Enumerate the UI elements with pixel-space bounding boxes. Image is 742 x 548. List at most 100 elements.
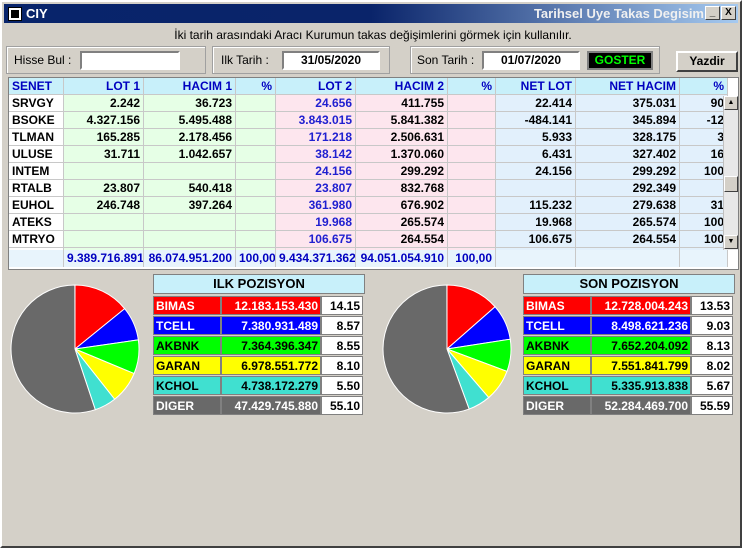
cell-pct1[interactable] <box>236 163 276 180</box>
table-row[interactable]: SRVGY 2.242 36.723 24.656 411.755 22.414 375.0… <box>9 95 728 112</box>
cell-senet[interactable]: ULUSE <box>9 146 64 163</box>
header-lot2[interactable]: LOT 2 <box>276 78 356 95</box>
son-tarih-input[interactable]: 01/07/2020 <box>482 51 580 70</box>
cell-net-hacim[interactable]: 279.638 <box>576 197 680 214</box>
title-bar[interactable]: CIY Tarihsel Uye Takas Degisim _ X <box>4 4 738 23</box>
cell-hacim1[interactable]: 397.264 <box>144 197 236 214</box>
header-lot1[interactable]: LOT 1 <box>64 78 144 95</box>
cell-net-lot[interactable]: 22.414 <box>496 95 576 112</box>
cell-lot2[interactable]: 361.980 <box>276 197 356 214</box>
cell-lot2[interactable]: 23.807 <box>276 180 356 197</box>
yazdir-button[interactable]: Yazdir <box>676 51 738 72</box>
cell-lot1[interactable] <box>64 231 144 248</box>
takas-grid[interactable]: SENET LOT 1 HACIM 1 % LOT 2 HACIM 2 % NE… <box>8 77 739 270</box>
scroll-down-icon[interactable]: ▼ <box>724 235 738 249</box>
cell-net-pct[interactable] <box>680 180 728 197</box>
cell-lot1[interactable]: 23.807 <box>64 180 144 197</box>
cell-hacim1[interactable] <box>144 231 236 248</box>
header-hacim2[interactable]: HACIM 2 <box>356 78 448 95</box>
cell-net-pct[interactable]: 16 <box>680 146 728 163</box>
table-row[interactable]: TLMAN 165.285 2.178.456 171.218 2.506.631 5.9… <box>9 129 728 146</box>
cell-net-lot[interactable]: 24.156 <box>496 163 576 180</box>
cell-lot1[interactable] <box>64 163 144 180</box>
header-pct2[interactable]: % <box>448 78 496 95</box>
cell-senet[interactable]: RTALB <box>9 180 64 197</box>
cell-net-pct[interactable]: 31 <box>680 197 728 214</box>
cell-pct1[interactable] <box>236 231 276 248</box>
cell-net-lot[interactable]: 106.675 <box>496 231 576 248</box>
cell-hacim2[interactable]: 5.841.382 <box>356 112 448 129</box>
cell-lot1[interactable]: 165.285 <box>64 129 144 146</box>
table-row[interactable]: MTRYO 106.675 264.554 106.675 264.554 100 <box>9 231 728 248</box>
cell-lot2[interactable]: 3.843.015 <box>276 112 356 129</box>
cell-net-hacim[interactable]: 328.175 <box>576 129 680 146</box>
cell-pct2[interactable] <box>448 180 496 197</box>
header-senet[interactable]: SENET <box>9 78 64 95</box>
cell-pct1[interactable] <box>236 146 276 163</box>
cell-pct2[interactable] <box>448 129 496 146</box>
cell-pct2[interactable] <box>448 197 496 214</box>
cell-lot2[interactable]: 19.968 <box>276 214 356 231</box>
cell-hacim1[interactable] <box>144 163 236 180</box>
cell-net-hacim[interactable]: 375.031 <box>576 95 680 112</box>
cell-net-pct[interactable]: 90 <box>680 95 728 112</box>
cell-net-pct[interactable]: 100 <box>680 231 728 248</box>
cell-pct1[interactable] <box>236 180 276 197</box>
cell-hacim1[interactable]: 2.178.456 <box>144 129 236 146</box>
cell-net-pct[interactable]: 3 <box>680 129 728 146</box>
minimize-button[interactable]: _ <box>705 6 720 20</box>
cell-lot2[interactable]: 106.675 <box>276 231 356 248</box>
cell-net-lot[interactable]: 115.232 <box>496 197 576 214</box>
header-hacim1[interactable]: HACIM 1 <box>144 78 236 95</box>
cell-hacim2[interactable]: 265.574 <box>356 214 448 231</box>
header-net-hacim[interactable]: NET HACIM <box>576 78 680 95</box>
cell-hacim2[interactable]: 411.755 <box>356 95 448 112</box>
table-row[interactable]: ULUSE 31.711 1.042.657 38.142 1.370.060 6.431… <box>9 146 728 163</box>
cell-lot1[interactable]: 2.242 <box>64 95 144 112</box>
cell-senet[interactable]: TLMAN <box>9 129 64 146</box>
cell-senet[interactable]: ATEKS <box>9 214 64 231</box>
cell-pct2[interactable] <box>448 112 496 129</box>
cell-pct1[interactable] <box>236 197 276 214</box>
ilk-tarih-input[interactable]: 31/05/2020 <box>282 51 380 70</box>
cell-hacim2[interactable]: 2.506.631 <box>356 129 448 146</box>
cell-net-pct[interactable]: 100 <box>680 163 728 180</box>
cell-senet[interactable]: MTRYO <box>9 231 64 248</box>
table-row[interactable]: INTEM 24.156 299.292 24.156 299.292 100 <box>9 163 728 180</box>
cell-pct2[interactable] <box>448 231 496 248</box>
header-net-pct[interactable]: % <box>680 78 728 95</box>
cell-net-hacim[interactable]: 264.554 <box>576 231 680 248</box>
grid-scrollbar[interactable]: ▲ ▼ <box>723 96 738 250</box>
cell-hacim2[interactable]: 1.370.060 <box>356 146 448 163</box>
cell-pct1[interactable] <box>236 95 276 112</box>
header-pct1[interactable]: % <box>236 78 276 95</box>
hisse-search-input[interactable] <box>80 51 180 70</box>
cell-hacim2[interactable]: 264.554 <box>356 231 448 248</box>
cell-hacim2[interactable]: 299.292 <box>356 163 448 180</box>
cell-pct2[interactable] <box>448 146 496 163</box>
table-row[interactable]: BSOKE 4.327.156 5.495.488 3.843.015 5.841.38… <box>9 112 728 129</box>
cell-pct2[interactable] <box>448 95 496 112</box>
cell-senet[interactable]: BSOKE <box>9 112 64 129</box>
cell-net-pct[interactable]: 100 <box>680 214 728 231</box>
cell-lot2[interactable]: 24.156 <box>276 163 356 180</box>
header-net-lot[interactable]: NET LOT <box>496 78 576 95</box>
cell-pct2[interactable] <box>448 163 496 180</box>
cell-senet[interactable]: EUHOL <box>9 197 64 214</box>
cell-net-pct[interactable]: -12 <box>680 112 728 129</box>
cell-hacim2[interactable]: 832.768 <box>356 180 448 197</box>
cell-lot1[interactable]: 4.327.156 <box>64 112 144 129</box>
cell-net-lot[interactable]: 5.933 <box>496 129 576 146</box>
cell-net-lot[interactable]: 19.968 <box>496 214 576 231</box>
cell-net-lot[interactable]: 6.431 <box>496 146 576 163</box>
cell-lot2[interactable]: 24.656 <box>276 95 356 112</box>
table-row[interactable]: RTALB 23.807 540.418 23.807 832.768 292.349 <box>9 180 728 197</box>
cell-net-hacim[interactable]: 345.894 <box>576 112 680 129</box>
cell-pct1[interactable] <box>236 214 276 231</box>
scroll-up-icon[interactable]: ▲ <box>724 96 738 110</box>
scroll-thumb[interactable] <box>724 176 738 192</box>
table-row[interactable]: EUHOL 246.748 397.264 361.980 676.902 115.232… <box>9 197 728 214</box>
cell-hacim1[interactable]: 36.723 <box>144 95 236 112</box>
cell-lot2[interactable]: 171.218 <box>276 129 356 146</box>
cell-hacim1[interactable] <box>144 214 236 231</box>
